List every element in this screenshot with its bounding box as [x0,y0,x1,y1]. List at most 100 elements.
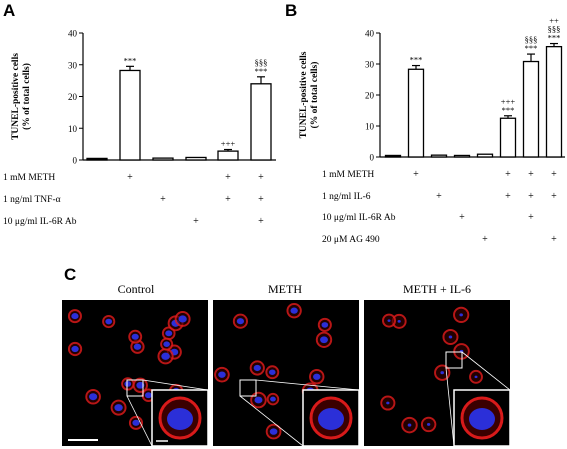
treatment-label: 20 μM AG 490 [322,235,380,245]
cell-membrane [469,369,483,384]
cell-nucleus [474,375,478,379]
cell-nucleus [448,335,453,339]
y-tick-label: 20 [365,91,375,101]
cell-nucleus [89,393,98,401]
panel-letter-b: B [285,1,298,20]
cell-nucleus [269,369,276,375]
cell-membrane [102,314,116,329]
significance-label: ++ [549,16,559,26]
zoom-region-box [126,379,144,397]
cell-membrane [214,366,230,383]
bar-5 [476,153,494,158]
treatment-mark: + [551,191,557,202]
zoom-guide-line [142,379,208,391]
cell-nucleus [131,333,139,340]
treatment-mark: + [551,169,557,180]
bar-6 [250,83,272,161]
inset-cell-nucleus [469,408,495,430]
cell-membrane [382,313,397,328]
chart-b: 0 10 20 30 40 TUNEL-positive cells (% of total… [299,16,565,245]
cell-membrane [132,377,148,393]
cell-membrane [309,368,325,385]
treatment-mark: + [459,212,465,223]
treatment-mark: + [225,194,231,205]
bar-1 [86,157,108,161]
cell-membrane [110,399,127,416]
cell-membrane [128,329,143,344]
significance-label: *** [255,66,268,76]
zoom-guide-line [445,367,455,446]
panel-letter-c: C [64,265,77,284]
significance-label: §§§ [255,57,268,67]
cell-membrane [128,415,144,430]
y-tick-label: 0 [370,153,375,163]
cell-nucleus [132,419,140,426]
y-tick-label: 40 [365,29,375,39]
cell-nucleus [144,392,152,399]
cell-nucleus [253,364,261,372]
bar-3 [430,154,448,158]
inset-cell-nucleus [318,408,344,430]
zoom-guide-line [461,351,510,391]
cell-nucleus [105,318,113,325]
panel-b: B 0 10 20 30 40 TUNEL-positive cells (% of tot… [282,0,567,250]
y-axis-label: TUNEL-positive cells [299,51,309,138]
cell-nucleus [161,352,170,360]
cell-nucleus [163,341,170,347]
treatment-mark: + [413,169,419,180]
treatment-mark: + [160,194,166,205]
cell-nucleus [114,404,123,412]
y-tick-label: 30 [365,60,375,70]
micrograph-meth-il6 [364,300,510,446]
zoom-region-box [445,351,463,369]
significance-label: *** [410,55,423,65]
panel-a: A 0 10 20 30 40 TUNEL-positive cells (% of tot… [0,0,280,235]
treatment-label: 10 μg/ml IL-6R Ab [3,217,77,227]
cell-nucleus [165,330,173,337]
treatment-mark: + [225,172,231,183]
cell-membrane [434,364,451,381]
cell-membrane [250,391,267,409]
cell-nucleus [321,322,329,328]
inset-cell-nucleus [167,408,193,430]
cell-membrane [266,392,280,406]
bar-4 [453,154,471,158]
treatment-mark: + [258,194,264,205]
bar-7 [522,60,540,158]
treatment-label: 1 mM METH [3,173,55,183]
micrograph-meth [213,300,359,446]
treatment-label: 1 ng/ml IL-6 [322,192,371,202]
cell-nucleus [218,371,226,378]
chart-a: 0 10 20 30 40 TUNEL-positive cells (% of total… [3,29,276,227]
cell-nucleus [136,381,145,389]
treatment-label: 10 μg/ml IL-6R Ab [322,213,396,223]
cell-nucleus [178,315,187,323]
cell-nucleus [426,423,431,426]
cell-membrane [315,331,333,348]
treatment-mark: + [505,169,511,180]
cell-nucleus [397,319,401,323]
cell-nucleus [320,336,328,344]
y-axis-label: TUNEL-positive cells [11,53,21,140]
cell-nucleus [71,313,79,320]
significance-label: *** [124,55,137,65]
zoom-region-box [239,379,257,397]
y-tick-label: 0 [73,156,78,166]
cell-membrane [401,416,418,434]
micrograph-title-meth-il6: METH + IL-6 [402,282,472,296]
micrograph-title-control: Control [117,282,155,296]
significance-label: §§§ [525,35,538,45]
treatment-label: 1 ng/ml TNF-α [3,195,61,205]
treatment-mark: + [436,191,442,202]
cell-nucleus [386,401,390,405]
cell-nucleus [133,343,142,350]
cell-membrane [442,328,459,345]
bar-2 [119,69,141,161]
cell-nucleus [236,318,245,325]
cell-nucleus [124,381,132,387]
panel-c: C Control METH METH + IL-6 [0,260,567,449]
cell-nucleus [459,313,463,317]
cell-membrane [249,360,265,376]
cell-membrane [420,416,437,433]
treatment-mark: + [127,172,133,183]
